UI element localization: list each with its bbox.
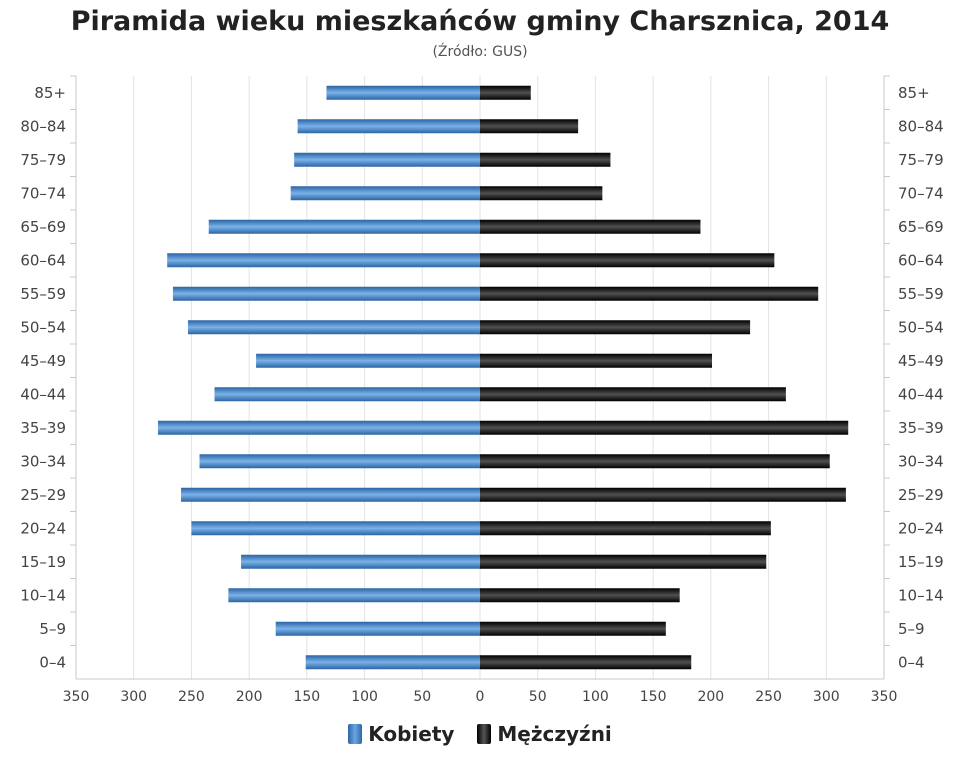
bar-kobiety[interactable] (290, 186, 480, 201)
bar-kobiety[interactable] (305, 655, 480, 670)
y-tick-label-right: 10–14 (898, 586, 944, 604)
y-tick-label-left: 55–59 (20, 285, 66, 303)
x-tick-label: 250 (755, 689, 782, 705)
legend-item-kobiety[interactable]: Kobiety (348, 722, 454, 746)
x-tick-label: 250 (178, 689, 205, 705)
bar-mezczyzni[interactable] (480, 454, 830, 469)
y-tick-label-right: 15–19 (898, 553, 944, 571)
y-tick-label-right: 40–44 (898, 385, 944, 403)
x-tick-label: 0 (476, 689, 485, 705)
y-tick-label-right: 65–69 (898, 218, 944, 236)
bar-kobiety[interactable] (167, 253, 480, 268)
y-tick-label-right: 0–4 (898, 653, 925, 671)
y-tick-label-left: 75–79 (20, 151, 66, 169)
y-tick-label-right: 30–34 (898, 452, 944, 470)
y-tick-label-left: 35–39 (20, 419, 66, 437)
bar-kobiety[interactable] (191, 521, 480, 536)
x-tick-label: 350 (63, 689, 90, 705)
bar-mezczyzni[interactable] (480, 621, 666, 636)
legend-label-kobiety: Kobiety (368, 722, 455, 746)
chart-legend: Kobiety Mężczyźni (0, 722, 960, 749)
legend-label-mezczyzni: Mężczyźni (497, 722, 612, 746)
bar-kobiety[interactable] (187, 320, 481, 335)
chart-title: Piramida wieku mieszkańców gminy Charszn… (70, 6, 890, 37)
y-tick-label-left: 40–44 (20, 385, 66, 403)
bar-kobiety[interactable] (181, 487, 481, 502)
bar-mezczyzni[interactable] (480, 286, 819, 301)
y-tick-label-left: 30–34 (20, 452, 66, 470)
bar-mezczyzni[interactable] (480, 152, 611, 167)
legend-swatch-kobiety (348, 724, 363, 744)
y-tick-label-left: 10–14 (20, 586, 66, 604)
bar-mezczyzni[interactable] (480, 554, 767, 569)
y-tick-label-left: 65–69 (20, 218, 66, 236)
bar-mezczyzni[interactable] (480, 420, 849, 435)
y-tick-label-left: 80–84 (20, 117, 66, 135)
y-tick-label-left: 85+ (34, 84, 66, 102)
y-tick-label-right: 5–9 (898, 620, 925, 638)
x-tick-label: 150 (293, 689, 320, 705)
x-tick-label: 300 (813, 689, 840, 705)
bar-kobiety[interactable] (275, 621, 480, 636)
bar-kobiety[interactable] (199, 454, 480, 469)
legend-swatch-mezczyzni (477, 724, 492, 744)
chart-subtitle: (Źródło: GUS) (432, 44, 528, 60)
y-tick-label-left: 20–24 (20, 519, 66, 537)
bar-mezczyzni[interactable] (480, 253, 775, 268)
x-tick-label: 50 (413, 689, 431, 705)
y-tick-label-right: 85+ (898, 84, 930, 102)
bar-mezczyzni[interactable] (480, 521, 771, 536)
x-tick-label: 200 (236, 689, 263, 705)
legend-item-mezczyzni[interactable]: Mężczyźni (477, 722, 612, 746)
bar-kobiety[interactable] (294, 152, 480, 167)
bar-kobiety[interactable] (228, 588, 480, 603)
x-tick-label: 300 (120, 689, 147, 705)
y-tick-label-right: 55–59 (898, 285, 944, 303)
x-tick-label: 150 (640, 689, 667, 705)
bar-kobiety[interactable] (208, 219, 480, 234)
y-tick-label-left: 70–74 (20, 184, 66, 202)
x-tick-label: 50 (529, 689, 547, 705)
bar-kobiety[interactable] (241, 554, 480, 569)
bar-kobiety[interactable] (214, 387, 480, 402)
bar-mezczyzni[interactable] (480, 655, 692, 670)
bar-mezczyzni[interactable] (480, 487, 846, 502)
x-tick-label: 350 (871, 689, 898, 705)
bar-mezczyzni[interactable] (480, 186, 603, 201)
bar-kobiety[interactable] (256, 353, 480, 368)
bar-mezczyzni[interactable] (480, 320, 751, 335)
bar-mezczyzni[interactable] (480, 119, 579, 134)
y-tick-label-right: 50–54 (898, 318, 944, 336)
x-tick-label: 100 (351, 689, 378, 705)
x-tick-label: 100 (582, 689, 609, 705)
y-tick-label-right: 75–79 (898, 151, 944, 169)
bar-kobiety[interactable] (172, 286, 480, 301)
y-tick-label-left: 50–54 (20, 318, 66, 336)
y-tick-label-right: 60–64 (898, 251, 944, 269)
y-tick-label-right: 45–49 (898, 352, 944, 370)
y-tick-label-left: 15–19 (20, 553, 66, 571)
y-tick-label-right: 25–29 (898, 486, 944, 504)
y-tick-label-left: 25–29 (20, 486, 66, 504)
y-tick-label-left: 0–4 (39, 653, 66, 671)
y-tick-label-right: 70–74 (898, 184, 944, 202)
bar-kobiety[interactable] (297, 119, 480, 134)
bar-kobiety[interactable] (326, 85, 480, 100)
bar-mezczyzni[interactable] (480, 85, 531, 100)
y-tick-label-right: 35–39 (898, 419, 944, 437)
bar-mezczyzni[interactable] (480, 588, 680, 603)
y-tick-label-left: 45–49 (20, 352, 66, 370)
y-tick-label-right: 80–84 (898, 117, 944, 135)
y-tick-label-left: 60–64 (20, 251, 66, 269)
x-tick-label: 200 (697, 689, 724, 705)
y-tick-label-right: 20–24 (898, 519, 944, 537)
y-tick-label-left: 5–9 (39, 620, 66, 638)
bar-mezczyzni[interactable] (480, 219, 701, 234)
bar-kobiety[interactable] (157, 420, 480, 435)
bar-mezczyzni[interactable] (480, 387, 786, 402)
bar-mezczyzni[interactable] (480, 353, 713, 368)
